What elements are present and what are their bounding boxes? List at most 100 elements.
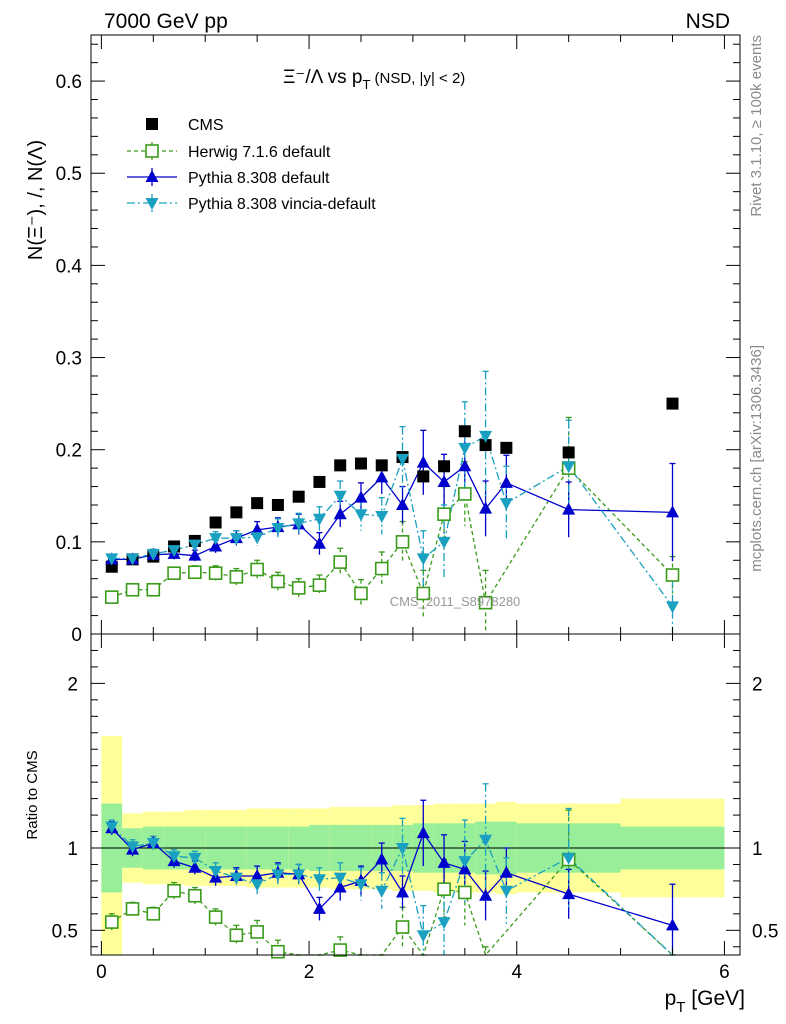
ratio-herwig-point	[395, 920, 410, 934]
ratio-herwig-point	[333, 943, 348, 957]
ratio-vincia-point	[437, 917, 451, 930]
y-tick-label: 0.5	[56, 164, 82, 185]
vincia-point	[416, 553, 430, 566]
pythia-point	[562, 502, 576, 515]
ratio-vincia-point	[250, 879, 264, 892]
herwig-point	[437, 507, 451, 522]
ratio-vincia-line	[111, 826, 673, 956]
ratio-pythia-point	[562, 887, 576, 900]
rivet-version-note: Rivet 3.1.10, ≥ 100k events	[748, 35, 765, 217]
ratio-pythia-point	[499, 865, 513, 878]
ratio-uncertainty-bands	[91, 736, 740, 955]
cms-point	[313, 475, 326, 488]
cms-point	[438, 460, 451, 473]
herwig-point	[312, 578, 327, 592]
herwig-point	[188, 565, 202, 580]
vincia-point	[458, 442, 472, 455]
herwig-point	[208, 566, 223, 580]
cms-point	[292, 490, 305, 503]
mcplots-source-note: mcplots.cern.ch [arXiv:1306.3436]	[748, 345, 765, 572]
ratio-vincia-point	[126, 841, 140, 854]
y-tick-label: 0.3	[56, 349, 82, 370]
vincia-point	[105, 553, 119, 566]
ratio-vincia-point	[479, 834, 493, 847]
ratio-vincia-point	[396, 843, 410, 855]
cms-point	[458, 425, 471, 438]
ratio-vincia-point	[271, 869, 285, 882]
pythia-point	[333, 507, 347, 520]
vincia-point	[666, 601, 680, 614]
vincia-line	[111, 434, 674, 607]
cms-point	[500, 441, 513, 454]
ratio-herwig-point	[271, 944, 285, 959]
herwig-point	[229, 570, 244, 584]
ratio-vincia-point	[229, 872, 243, 885]
vincia-point	[312, 513, 326, 526]
ratio-herwig-point	[250, 925, 264, 939]
herwig-point	[104, 590, 119, 604]
vincia-point	[375, 511, 389, 524]
pythia-point	[437, 474, 451, 487]
ratio-pythia-point	[312, 901, 326, 914]
cms-point	[230, 506, 243, 519]
x-tick-label: 0	[96, 962, 107, 983]
vincia-point	[126, 553, 140, 566]
header-right: NSD	[686, 10, 730, 33]
vincia-point	[437, 536, 451, 549]
ratio-y-tick-label: 0.5	[752, 921, 778, 942]
pythia-point	[375, 470, 389, 483]
ratio-herwig-point	[104, 915, 119, 929]
ratio-herwig-point	[188, 888, 202, 903]
legend-marker	[145, 198, 159, 210]
ratio-vincia-point	[333, 872, 347, 885]
pythia-point	[209, 539, 223, 552]
axis-ticks: 0 2 4 6 0 0.1 0.2 0.3 0.4 0.5 0.6 0.5 0.5 1 1 2 2	[52, 35, 778, 983]
legend-marker	[146, 118, 158, 130]
herwig-point	[333, 555, 348, 569]
herwig-point	[458, 487, 472, 501]
cms-point	[271, 498, 284, 511]
ratio-herwig-point	[146, 907, 161, 921]
herwig-point	[271, 574, 285, 589]
cms-point	[209, 516, 222, 529]
ratio-y-tick-label: 1	[752, 839, 763, 860]
herwig-point	[416, 586, 431, 601]
legend-marker	[145, 144, 159, 158]
herwig-point	[374, 561, 389, 576]
ratio-pythia-point	[458, 862, 472, 875]
ratio-pythia-line	[111, 827, 673, 926]
ratio-vincia-point	[499, 885, 513, 898]
y-tick-label: 0.1	[56, 533, 82, 554]
watermark: CMS_2011_S8978280	[390, 594, 521, 609]
ratio-pythia-point	[375, 852, 389, 865]
herwig-point	[167, 566, 181, 580]
vincia-point	[271, 523, 285, 536]
ratio-pythia-point	[188, 860, 202, 873]
y-tick-label: 0.4	[56, 256, 83, 277]
vincia-point	[209, 533, 223, 546]
herwig-point	[395, 535, 410, 549]
x-axis-label: pT [GeV]	[665, 987, 745, 1016]
series-markers	[104, 397, 680, 959]
vincia-point	[396, 453, 410, 466]
ratio-plot-frame	[90, 633, 741, 956]
herwig-point	[146, 582, 161, 597]
cms-point	[562, 446, 575, 459]
cms-point	[375, 459, 388, 472]
vincia-point	[188, 539, 202, 552]
vincia-point	[167, 545, 181, 558]
cms-point	[666, 397, 679, 410]
plot-title: Ξ⁻/Λ vs pT (NSD, |y| < 2)	[283, 67, 465, 92]
pythia-point	[250, 522, 264, 535]
ratio-vincia-point	[375, 885, 389, 898]
vincia-point	[479, 430, 493, 443]
vincia-point	[333, 490, 347, 503]
pythia-point	[666, 505, 680, 518]
herwig-point	[125, 582, 140, 597]
ratio-pythia-point	[666, 918, 680, 931]
ratio-vincia-point	[188, 852, 202, 865]
pythia-point	[312, 536, 326, 549]
legend: CMS Herwig 7.1.6 default Pythia 8.308 defa…	[127, 117, 376, 213]
x-axis-label-main: p	[665, 987, 677, 1010]
ratio-vincia-point	[105, 821, 119, 834]
